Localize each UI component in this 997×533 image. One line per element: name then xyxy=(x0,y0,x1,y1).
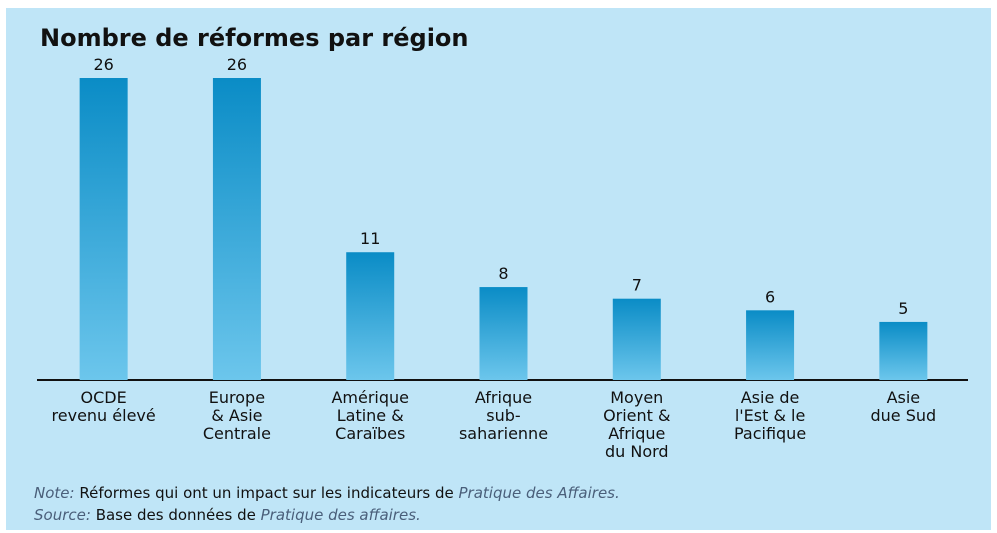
x-tick-label: Amérique Latine & Caraïbes xyxy=(331,388,409,443)
x-tick-label: Afrique sub-saharienne xyxy=(459,388,548,443)
x-tick-label: Asie due Sud xyxy=(871,388,937,425)
bar xyxy=(879,321,928,380)
x-tick-label: Europe & Asie Centrale xyxy=(203,388,271,443)
bar xyxy=(479,287,528,380)
value-label: 5 xyxy=(898,299,908,318)
value-label: 11 xyxy=(360,229,380,248)
value-label: 26 xyxy=(227,55,247,74)
note: Note: Réformes qui ont un impact sur les… xyxy=(34,484,620,502)
x-tick-label: Asie de l'Est & le Pacifique xyxy=(734,388,806,443)
value-label: 6 xyxy=(765,287,775,306)
bar xyxy=(212,78,261,380)
bar xyxy=(612,298,661,380)
bar xyxy=(79,78,128,380)
value-label: 8 xyxy=(498,264,508,283)
x-tick-label: Moyen Orient & Afrique du Nord xyxy=(603,388,670,461)
value-label: 7 xyxy=(632,276,642,295)
bar xyxy=(346,252,395,380)
x-tick-label: OCDE revenu élevé xyxy=(52,388,156,425)
source: Source: Base des données de Pratique des… xyxy=(34,506,421,524)
chart-title: Nombre de réformes par région xyxy=(40,24,469,52)
panel xyxy=(6,8,991,530)
bar xyxy=(746,310,795,380)
value-label: 26 xyxy=(93,55,113,74)
